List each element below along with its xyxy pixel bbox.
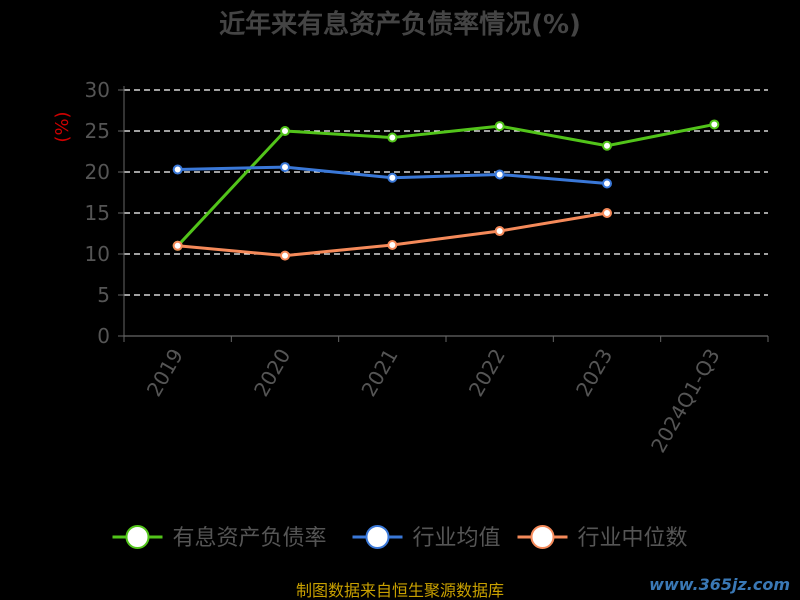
legend-item[interactable]: 有息资产负债率 (112, 525, 327, 551)
legend-item[interactable]: 行业均值 (352, 525, 501, 551)
y-tick-label: 5 (97, 283, 110, 307)
legend-label: 有息资产负债率 (173, 526, 327, 551)
data-point (602, 208, 612, 218)
data-point (494, 121, 505, 132)
y-tick-label: 25 (85, 119, 110, 143)
data-point (494, 226, 505, 237)
watermark-text: www.365jz.com (649, 575, 790, 594)
legend-marker (125, 525, 150, 549)
x-tick-label: 2019 (142, 345, 188, 401)
x-tick-label: 2021 (356, 345, 402, 401)
series-0 (172, 119, 720, 251)
legend-marker (530, 525, 555, 549)
y-tick-label: 20 (85, 160, 110, 184)
y-tick-label: 30 (85, 78, 110, 102)
grid-lines (124, 89, 768, 296)
series-line (176, 122, 715, 247)
data-point (172, 240, 183, 251)
data-point (709, 119, 720, 130)
series-layer (172, 119, 720, 261)
x-tick-label: 2023 (571, 345, 617, 401)
data-point (172, 164, 183, 175)
data-point (387, 172, 398, 183)
series-2 (172, 208, 612, 261)
x-tick-label: 2024Q1-Q3 (646, 345, 725, 457)
y-tick-label: 0 (97, 324, 110, 348)
data-point (280, 162, 290, 173)
legend-label: 行业中位数 (578, 526, 688, 551)
legend-label: 行业均值 (413, 526, 501, 551)
y-tick-label: 10 (85, 242, 110, 266)
data-point (602, 140, 612, 151)
x-tick-label: 2022 (464, 345, 510, 401)
data-point (387, 239, 398, 250)
series-1 (172, 162, 612, 189)
y-unit-label: (%) (52, 111, 73, 142)
data-point (387, 132, 398, 143)
data-point (602, 178, 612, 189)
data-point (280, 250, 290, 261)
data-point (494, 169, 505, 180)
data-source-note: 制图数据来自恒生聚源数据库 (296, 581, 504, 600)
y-tick-label: 15 (85, 201, 110, 225)
data-point (280, 126, 290, 136)
legend: 有息资产负债率 行业均值 行业中位数 (112, 525, 688, 551)
chart-title: 近年来有息资产负债率情况(%) (219, 9, 581, 40)
legend-marker (365, 525, 390, 549)
legend-item[interactable]: 行业中位数 (517, 525, 688, 551)
x-tick-label: 2020 (249, 345, 295, 401)
